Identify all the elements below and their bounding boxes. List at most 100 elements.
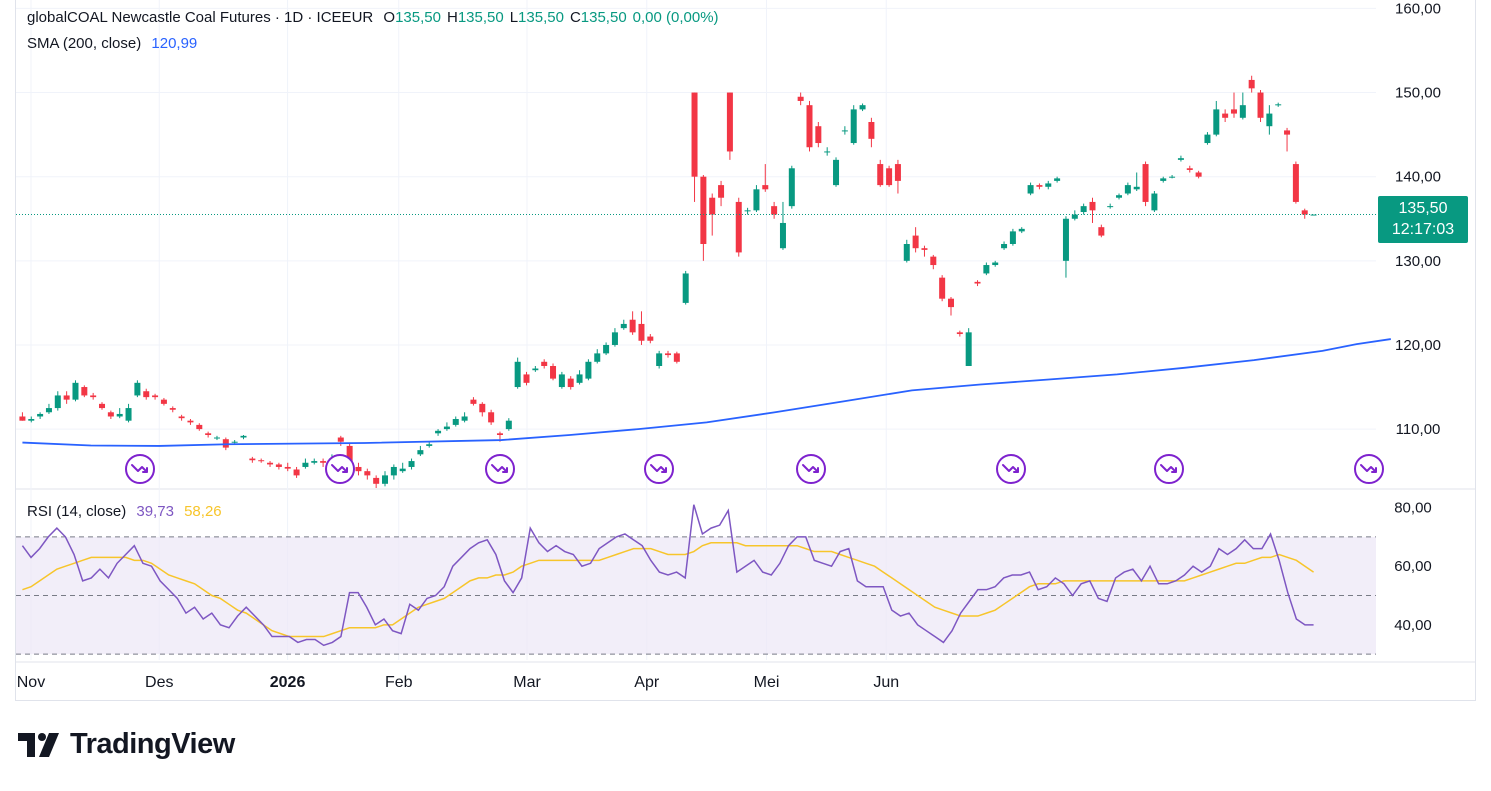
candle-down	[886, 168, 893, 186]
event-icon-arrow	[650, 464, 667, 473]
candle-up	[311, 461, 318, 463]
sma-value: 120,99	[151, 35, 198, 52]
candle-up	[125, 408, 132, 421]
candle-down	[346, 445, 353, 467]
event-icon-arrow	[1002, 464, 1019, 473]
candle-up	[1116, 195, 1123, 198]
close-value: 135,50	[580, 9, 627, 26]
candle-down	[90, 395, 97, 398]
candle-down	[143, 391, 150, 398]
candle-up	[1071, 214, 1078, 219]
candle-down	[169, 408, 176, 410]
candle-up	[1169, 176, 1176, 178]
candle-down	[921, 248, 928, 250]
high-value: 135,50	[457, 9, 504, 26]
candle-up	[1054, 178, 1061, 181]
candle-up	[1001, 244, 1008, 249]
candle-down	[160, 399, 167, 404]
candle-down	[19, 416, 26, 421]
candle-down	[912, 235, 919, 249]
candle-down	[1257, 92, 1264, 118]
sma-label: SMA (200, close)	[27, 35, 142, 52]
change-value: 0,00 (0,00%)	[632, 9, 719, 26]
tradingview-logo[interactable]: TradingView	[18, 728, 235, 761]
candle-down	[567, 378, 574, 388]
candle-up	[841, 130, 848, 132]
dividend-arrow-icon	[1354, 454, 1384, 484]
candle-down	[523, 374, 530, 383]
candle-up	[505, 420, 512, 430]
symbol-title[interactable]: globalCOAL Newcastle Coal Futures · 1D ·…	[27, 9, 374, 26]
candle-down	[709, 197, 716, 215]
tradingview-logo-icon	[18, 732, 59, 757]
candle-down	[868, 122, 875, 139]
candle-up	[116, 413, 123, 417]
candle-up	[1009, 231, 1016, 244]
candle-up	[1310, 214, 1317, 216]
candle-up	[72, 382, 79, 400]
candle-down	[762, 185, 769, 190]
candle-up	[417, 450, 424, 455]
dividend-arrow-icon	[996, 454, 1026, 484]
candle-down	[726, 92, 733, 152]
candle-down	[691, 92, 698, 177]
event-icon-arrow	[331, 464, 348, 473]
chart-canvas[interactable]: 110,00 120,00 130,00 140,00 150,00 160,00 Nov D…	[0, 0, 1491, 700]
candle-up	[213, 437, 220, 439]
candle-down	[196, 424, 203, 430]
candle-down	[1230, 109, 1237, 114]
candle-up	[903, 244, 910, 261]
candle-down	[479, 403, 486, 413]
close-label: C	[569, 9, 581, 26]
candle-down	[797, 96, 804, 101]
candle-down	[267, 462, 274, 465]
rsi-line	[21, 504, 1314, 647]
bar-countdown: 12:17:03	[1391, 221, 1455, 238]
candle-up	[426, 444, 433, 446]
candle-down	[1142, 164, 1149, 202]
candle-down	[178, 416, 185, 419]
candle-down	[1292, 164, 1299, 202]
event-icon-arrow	[131, 464, 148, 473]
candle-up	[1107, 206, 1114, 208]
candle-up	[45, 408, 52, 413]
candle-down	[205, 433, 212, 435]
candle-up	[965, 332, 972, 366]
candle-down	[107, 412, 114, 417]
rsi-legend[interactable]: RSI (14, close) 39,73 58,26	[27, 503, 228, 520]
candle-up	[1239, 105, 1246, 118]
tradingview-logo-text: TradingView	[70, 728, 235, 760]
candle-down	[63, 395, 70, 400]
candle-down	[275, 464, 282, 467]
time-axis-label: Des	[145, 674, 173, 691]
candle-down	[187, 420, 194, 423]
candle-up	[788, 168, 795, 207]
candle-down	[930, 256, 937, 266]
event-icon-arrow	[1360, 464, 1377, 473]
candle-down	[1222, 113, 1229, 118]
candle-up	[779, 222, 786, 249]
sma-legend[interactable]: SMA (200, close) 120,99	[27, 35, 203, 52]
candle-down	[373, 477, 380, 484]
price-axis-label: 130,00	[1395, 253, 1441, 270]
candle-up	[1177, 158, 1184, 160]
event-icon-arrow	[1160, 464, 1177, 473]
candle-down	[337, 437, 344, 442]
candle-up	[833, 159, 840, 186]
candle-down	[974, 281, 981, 284]
candle-up	[753, 189, 760, 211]
candle-up	[1045, 183, 1052, 187]
candle-down	[81, 387, 88, 396]
candle-up	[1275, 104, 1282, 106]
candle-down	[1248, 79, 1255, 89]
candle-down	[320, 461, 327, 463]
candle-down	[638, 323, 645, 341]
candle-up	[558, 374, 565, 388]
candle-up	[399, 468, 406, 472]
candle-up	[1018, 228, 1025, 232]
high-label: H	[446, 9, 458, 26]
candle-down	[364, 471, 371, 476]
candle-up	[611, 332, 618, 345]
candle-up	[682, 273, 689, 303]
candle-down	[99, 403, 106, 409]
